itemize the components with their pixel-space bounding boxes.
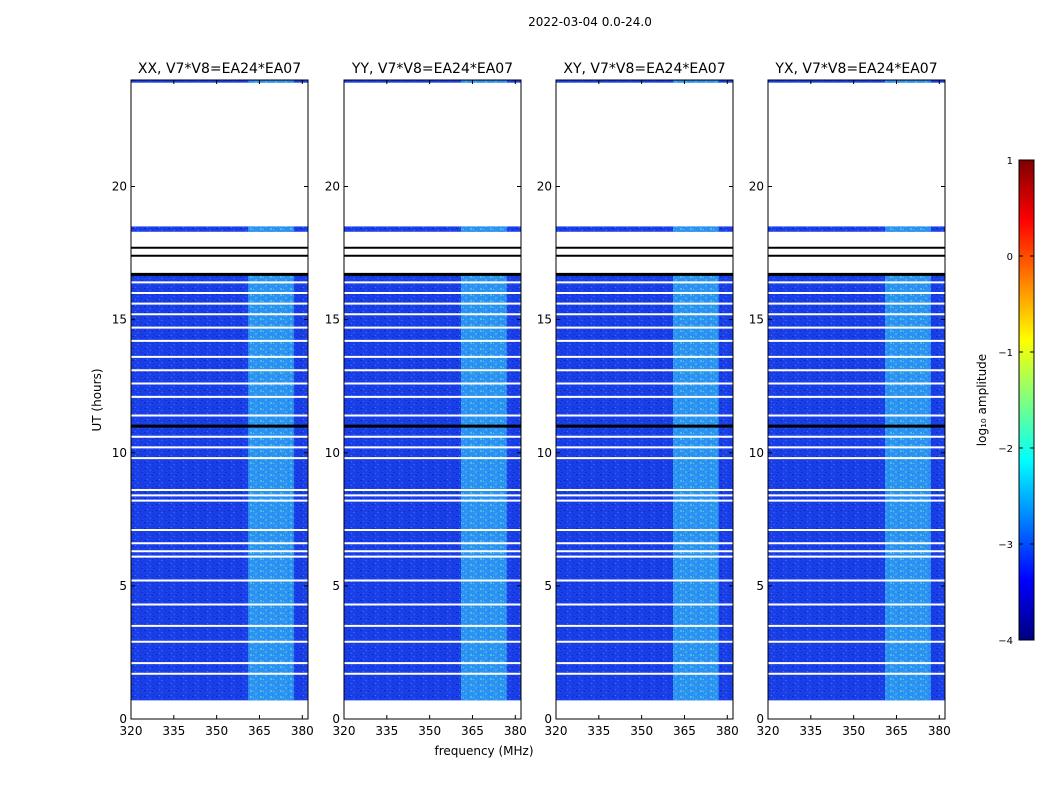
y-tick-label: 0 — [544, 712, 552, 726]
x-tick-label: 335 — [799, 724, 822, 738]
x-tick-label: 320 — [333, 724, 356, 738]
y-tick-label: 5 — [544, 579, 552, 593]
panel-title: XY, V7*V8=EA24*EA07 — [563, 61, 725, 77]
data-block — [131, 226, 308, 232]
y-tick-label: 5 — [332, 579, 340, 593]
bright-band — [885, 226, 931, 232]
bright-band — [461, 80, 507, 83]
x-tick-label: 350 — [205, 724, 228, 738]
colorbar-tick-label: −3 — [998, 540, 1013, 551]
y-axis-label: UT (hours) — [90, 368, 104, 431]
data-block — [556, 226, 733, 232]
colorbar-tick-label: −4 — [998, 636, 1013, 647]
colorbar-tick-label: −1 — [998, 348, 1013, 359]
x-tick-label: 365 — [461, 724, 484, 738]
panel-title: YX, V7*V8=EA24*EA07 — [774, 61, 937, 77]
panel-4: YX, V7*V8=EA24*EA07 320 335 350 365 380 0 5 10 15… — [749, 61, 951, 738]
x-tick-label: 335 — [375, 724, 398, 738]
y-tick-label: 15 — [749, 313, 764, 327]
panel-2: YY, V7*V8=EA24*EA07 320 335 350 365 380 0 5 10 15… — [325, 61, 527, 738]
x-tick-label: 380 — [504, 724, 527, 738]
panel-1: XX, V7*V8=EA24*EA07 320 335 350 365 380 0 5 10 15… — [112, 61, 314, 738]
x-tick-label: 350 — [842, 724, 865, 738]
y-tick-label: 20 — [749, 180, 764, 194]
panel-frame — [555, 79, 734, 720]
data-block — [131, 80, 308, 83]
x-tick-label: 380 — [716, 724, 739, 738]
bright-band — [248, 274, 294, 701]
y-tick-label: 20 — [537, 180, 552, 194]
bright-band — [885, 274, 931, 701]
x-tick-label: 365 — [885, 724, 908, 738]
y-tick-label: 10 — [537, 446, 552, 460]
x-tick-label: 380 — [291, 724, 314, 738]
bright-band — [461, 274, 507, 701]
colorbar: 1 0 −1 −2 −3 −4 log₁₀ amplitude — [975, 156, 1035, 647]
x-tick-label: 320 — [757, 724, 780, 738]
x-tick-label: 380 — [928, 724, 951, 738]
colorbar-gradient — [1018, 159, 1035, 641]
y-tick-label: 10 — [112, 446, 127, 460]
colorbar-tick-label: 1 — [1007, 156, 1013, 167]
bright-band — [885, 80, 931, 83]
y-tick-label: 10 — [749, 446, 764, 460]
y-tick-label: 0 — [119, 712, 127, 726]
panel-3: XY, V7*V8=EA24*EA07 320 335 350 365 380 0 5 10 15… — [537, 61, 739, 738]
x-tick-label: 335 — [587, 724, 610, 738]
panel-title: YY, V7*V8=EA24*EA07 — [351, 61, 513, 77]
y-tick-label: 20 — [112, 180, 127, 194]
x-tick-label: 320 — [545, 724, 568, 738]
colorbar-ticks: 1 0 −1 −2 −3 −4 — [998, 156, 1034, 647]
y-tick-label: 5 — [756, 579, 764, 593]
colorbar-label: log₁₀ amplitude — [975, 354, 989, 446]
x-tick-label: 320 — [120, 724, 143, 738]
panel-title: XX, V7*V8=EA24*EA07 — [138, 61, 301, 77]
data-block — [768, 80, 945, 83]
x-tick-label: 350 — [630, 724, 653, 738]
y-tick-label: 5 — [119, 579, 127, 593]
x-tick-label: 335 — [162, 724, 185, 738]
y-tick-label: 15 — [537, 313, 552, 327]
x-tick-label: 365 — [673, 724, 696, 738]
panels: XX, V7*V8=EA24*EA07 320 335 350 365 380 0 5 10 15… — [112, 61, 951, 738]
data-block — [556, 80, 733, 83]
panel-frame — [343, 79, 522, 720]
y-tick-label: 10 — [325, 446, 340, 460]
bright-band — [673, 274, 719, 701]
bright-band — [248, 226, 294, 232]
bright-band — [673, 226, 719, 232]
y-tick-label: 15 — [325, 313, 340, 327]
x-tick-label: 350 — [418, 724, 441, 738]
y-tick-label: 0 — [756, 712, 764, 726]
panel-frame — [130, 79, 309, 720]
bright-band — [461, 226, 507, 232]
colorbar-tick-label: 0 — [1007, 252, 1013, 263]
figure-title: 2022-03-04 0.0-24.0 — [528, 15, 652, 29]
data-block — [768, 226, 945, 232]
colorbar-tick-label: −2 — [998, 444, 1013, 455]
bright-band — [673, 80, 719, 83]
data-block — [344, 80, 521, 83]
y-tick-label: 20 — [325, 180, 340, 194]
panel-frame — [767, 79, 946, 720]
y-tick-label: 0 — [332, 712, 340, 726]
bright-band — [248, 80, 294, 83]
x-axis-label: frequency (MHz) — [434, 744, 533, 758]
y-tick-label: 15 — [112, 313, 127, 327]
data-block — [344, 226, 521, 232]
x-tick-label: 365 — [248, 724, 271, 738]
